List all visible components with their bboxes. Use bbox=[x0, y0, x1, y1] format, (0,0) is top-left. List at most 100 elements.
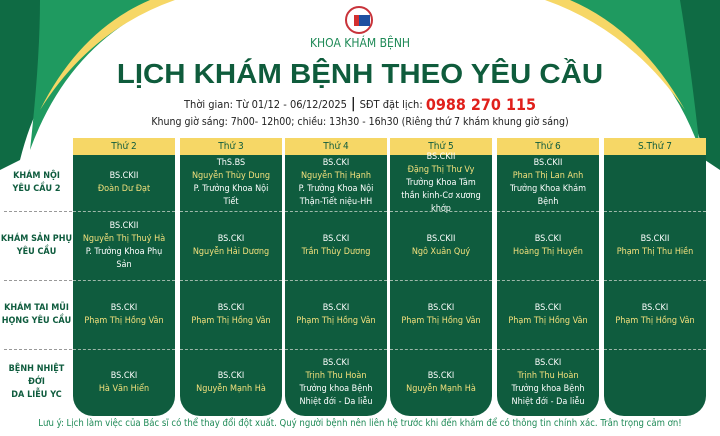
row-label: BỆNH NHIỆT ĐỚI DA LIỄU YC bbox=[8, 364, 65, 400]
doctor-title: BS.CKI bbox=[217, 371, 245, 381]
doctor-title: BS.CKI bbox=[322, 158, 350, 168]
doctor-name: Phan Thị Lan Anh bbox=[512, 171, 584, 181]
doctor-cell: BS.CKII Đoàn Dư Đạt bbox=[73, 155, 175, 211]
doctor-name: Nguyễn Thị Thuý Hà bbox=[82, 234, 166, 244]
doctor-name: Nguyễn Thùy Dung bbox=[191, 171, 271, 181]
doctor-role: P. Trưởng Khoa Nội Tiết bbox=[193, 184, 269, 207]
doctor-name: Phạm Thị Thu Hiền bbox=[616, 247, 694, 257]
doctor-role: P. Trưởng Khoa Phụ Sản bbox=[85, 247, 163, 270]
phone-number[interactable]: 0988 270 115 bbox=[425, 95, 536, 114]
doctor-name: Nguyễn Hải Dương bbox=[192, 247, 270, 257]
doctor-cell: BS.CKI Phạm Thị Hồng Vân bbox=[390, 280, 492, 349]
doctor-cell: BS.CKI Trịnh Thu Hoàn Trưởng khoa Bệnh Nhi… bbox=[497, 349, 599, 416]
doctor-cell bbox=[604, 155, 706, 211]
doctor-cell: BS.CKI Nguyễn Mạnh Hà bbox=[390, 349, 492, 416]
doctor-title: BS.CKI bbox=[322, 303, 350, 313]
schedule-info: Thời gian: Từ 01/12 - 06/12/2025 | SĐT đặt… bbox=[184, 95, 536, 114]
doctor-name: Hoàng Thị Huyền bbox=[513, 247, 583, 257]
working-hours: Khung giờ sáng: 7h00- 12h00; chiều: 13h3… bbox=[151, 116, 569, 128]
doctor-cell: BS.CKI Nguyễn Thị Hạnh P. Trưởng Khoa Nội … bbox=[285, 155, 387, 211]
doctor-name: Phạm Thị Hồng Vân bbox=[296, 316, 376, 326]
row-label: KHÁM SẢN PHỤ YÊU CẦU bbox=[0, 233, 73, 257]
doctor-cell bbox=[604, 349, 706, 416]
doctor-title: BS.CKII bbox=[426, 234, 456, 244]
doctor-cell: BS.CKII Phan Thị Lan Anh Trưởng Khoa Khám … bbox=[497, 155, 599, 211]
day-header: Thứ 5 bbox=[390, 138, 492, 155]
day-header: Thứ 2 bbox=[73, 138, 175, 155]
divider bbox=[4, 349, 72, 350]
doctor-name: Phạm Thị Hồng Vân bbox=[401, 316, 481, 326]
doctor-name: Phạm Thị Hồng Vân bbox=[84, 316, 164, 326]
doctor-title: BS.CKI bbox=[534, 234, 562, 244]
doctor-title: BS.CKI bbox=[217, 303, 245, 313]
doctor-title: BS.CKI bbox=[110, 371, 138, 381]
doctor-title: BS.CKII bbox=[640, 234, 670, 244]
day-header: Thứ 3 bbox=[180, 138, 282, 155]
doctor-cell: BS.CKI Phạm Thị Hồng Vân bbox=[73, 280, 175, 349]
divider bbox=[4, 211, 72, 212]
doctor-name: Trần Thùy Dương bbox=[301, 247, 371, 257]
doctor-name: Trịnh Thu Hoàn bbox=[305, 371, 367, 381]
doctor-cell: BS.CKI Phạm Thị Hồng Vân bbox=[285, 280, 387, 349]
doctor-cell: BS.CKI Trần Thùy Dương bbox=[285, 211, 387, 280]
divider bbox=[4, 280, 72, 281]
doctor-name: Đặng Thị Thư Vy bbox=[407, 164, 475, 175]
doctor-cell: BS.CKI Phạm Thị Hồng Vân bbox=[604, 280, 706, 349]
day-column: Thứ 2 BS.CKII Đoàn Dư Đạt BS.CKII Nguyễn Thị… bbox=[73, 138, 175, 416]
doctor-name: Phạm Thị Hồng Vân bbox=[191, 316, 271, 326]
day-column: S.Thứ 7 BS.CKII Phạm Thị Thu Hiền BS.CKI Phạ… bbox=[604, 138, 706, 416]
doctor-title: BS.CKII bbox=[533, 158, 563, 168]
day-header: Thứ 6 bbox=[497, 138, 599, 155]
doctor-cell: ThS.BS Nguyễn Thùy Dung P. Trưởng Khoa Nội… bbox=[180, 155, 282, 211]
doctor-name: Nguyễn Thị Hạnh bbox=[300, 171, 372, 181]
doctor-title: BS.CKI bbox=[534, 303, 562, 313]
doctor-title: BS.CKI bbox=[110, 303, 138, 313]
time-range: Thời gian: Từ 01/12 - 06/12/2025 bbox=[184, 98, 347, 111]
doctor-name: Phạm Thị Hồng Vân bbox=[615, 316, 695, 326]
doctor-title: BS.CKII bbox=[109, 221, 139, 231]
doctor-title: BS.CKII bbox=[426, 151, 456, 162]
doctor-name: Trịnh Thu Hoàn bbox=[517, 371, 579, 381]
doctor-role: Trưởng khoa Bệnh Nhiệt đới - Da liễu bbox=[511, 384, 585, 407]
doctor-name: Nguyễn Mạnh Hà bbox=[406, 384, 476, 394]
doctor-title: BS.CKII bbox=[109, 171, 139, 181]
doctor-title: BS.CKI bbox=[322, 234, 350, 244]
doctor-name: Đoàn Dư Đạt bbox=[97, 184, 151, 194]
doctor-role: Trưởng Khoa Khám Bệnh bbox=[509, 184, 587, 207]
doctor-cell: BS.CKI Nguyễn Hải Dương bbox=[180, 211, 282, 280]
day-column: Thứ 6 BS.CKII Phan Thị Lan Anh Trưởng Khoa … bbox=[497, 138, 599, 416]
department-name: KHOA KHÁM BỆNH bbox=[309, 36, 411, 50]
doctor-cell: BS.CKI Phạm Thị Hồng Vân bbox=[497, 280, 599, 349]
doctor-name: Ngô Xuân Quý bbox=[411, 247, 471, 257]
doctor-role: P. Trưởng Khoa Nội Thận-Tiết niệu-HH bbox=[298, 184, 374, 207]
doctor-cell: BS.CKI Hoàng Thị Huyền bbox=[497, 211, 599, 280]
doctor-cell: BS.CKII Nguyễn Thị Thuý Hà P. Trưởng Khoa … bbox=[73, 211, 175, 280]
doctor-cell: BS.CKI Nguyễn Mạnh Hà bbox=[180, 349, 282, 416]
day-column: Thứ 4 BS.CKI Nguyễn Thị Hạnh P. Trưởng Khoa… bbox=[285, 138, 387, 416]
page-title: LỊCH KHÁM BỆNH THEO YÊU CẦU bbox=[116, 58, 604, 89]
doctor-cell: BS.CKI Hà Văn Hiển bbox=[73, 349, 175, 416]
day-column: Thứ 5 BS.CKII Đặng Thị Thư Vy Trưởng Khoa T… bbox=[390, 138, 492, 416]
footer-note: Lưu ý: Lịch làm việc của Bác sĩ có thể t… bbox=[38, 418, 682, 429]
doctor-name: Phạm Thị Hồng Vân bbox=[508, 316, 588, 326]
doctor-cell: BS.CKII Đặng Thị Thư Vy Trưởng Khoa Tâm th… bbox=[390, 152, 492, 214]
doctor-role: Trưởng khoa Bệnh Nhiệt đới - Da liễu bbox=[299, 384, 373, 407]
phone-label: SĐT đặt lịch: bbox=[359, 98, 423, 111]
day-header: Thứ 4 bbox=[285, 138, 387, 155]
doctor-role: Trưởng Khoa Tâm thần kinh-Cơ xương khớp bbox=[401, 177, 481, 214]
row-label: KHÁM TAI MŨI HỌNG YÊU CẦU bbox=[1, 302, 72, 326]
day-column: Thứ 3 ThS.BS Nguyễn Thùy Dung P. Trưởng Kho… bbox=[180, 138, 282, 416]
doctor-title: BS.CKI bbox=[534, 358, 562, 368]
doctor-title: BS.CKI bbox=[427, 371, 455, 381]
doctor-title: BS.CKI bbox=[427, 303, 455, 313]
day-header: S.Thứ 7 bbox=[604, 138, 706, 155]
row-label: KHÁM NỘI YÊU CẦU 2 bbox=[12, 171, 61, 194]
doctor-title: BS.CKI bbox=[217, 234, 245, 244]
doctor-cell: BS.CKI Phạm Thị Hồng Vân bbox=[180, 280, 282, 349]
doctor-cell: BS.CKII Phạm Thị Thu Hiền bbox=[604, 211, 706, 280]
doctor-cell: BS.CKII Ngô Xuân Quý bbox=[390, 211, 492, 280]
doctor-name: Nguyễn Mạnh Hà bbox=[196, 384, 266, 394]
doctor-title: BS.CKI bbox=[322, 358, 350, 368]
doctor-title: BS.CKI bbox=[641, 303, 669, 313]
doctor-name: Hà Văn Hiển bbox=[98, 384, 150, 394]
